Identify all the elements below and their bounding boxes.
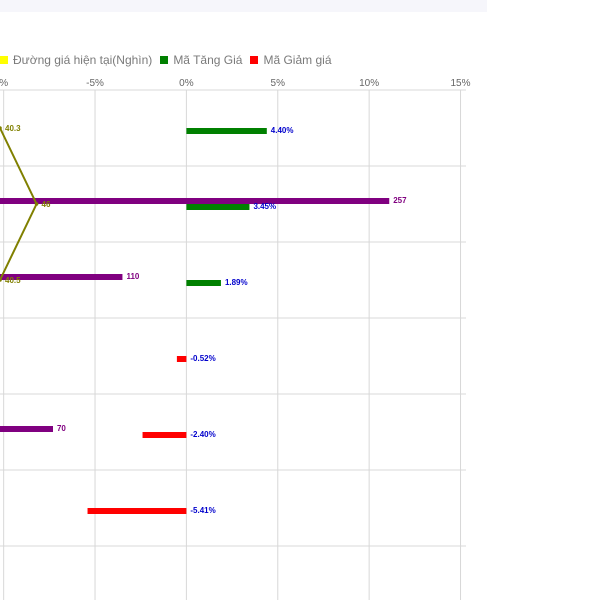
legend-swatch-price [0, 56, 8, 64]
legend-item-increase[interactable]: Mã Tăng Giá [160, 53, 242, 67]
decrease-label: -5.41% [190, 506, 215, 515]
volume-label: 110 [126, 272, 139, 281]
volume-bar [0, 274, 123, 280]
increase-label: 1.89% [225, 278, 248, 287]
x-tick-label: -5% [86, 78, 104, 89]
decrease-bar [176, 356, 187, 362]
legend-item-decrease[interactable]: Mã Giảm giá [250, 53, 332, 67]
volume-label: 257 [393, 196, 407, 205]
increase-bar [186, 128, 267, 134]
x-tick-label: 0% [179, 78, 194, 89]
decrease-label: -0.52% [190, 354, 215, 363]
volume-bar [0, 198, 390, 204]
price-label: 40.3 [5, 124, 21, 133]
price-point [34, 202, 39, 206]
chart-legend: Đường giá hiện tại(Nghìn) Mã Tăng Giá Mã… [0, 52, 340, 68]
top-bar [0, 0, 487, 12]
decrease-label: -2.40% [190, 430, 215, 439]
x-tick-label: 15% [451, 78, 471, 89]
price-point [0, 126, 2, 130]
x-tick-label: 10% [359, 78, 379, 89]
volume-label: 70 [57, 424, 66, 433]
legend-label-increase: Mã Tăng Giá [173, 53, 243, 67]
decrease-bar [142, 432, 187, 438]
legend-swatch-decrease [250, 56, 259, 64]
increase-label: 4.40% [271, 126, 294, 135]
decrease-bar [87, 508, 187, 514]
price-label: 40.5 [5, 276, 21, 285]
legend-item-price-line[interactable]: Đường giá hiện tại(Nghìn) [0, 53, 152, 67]
increase-label: 3.45% [253, 202, 276, 211]
legend-label-price: Đường giá hiện tại(Nghìn) [13, 53, 153, 67]
increase-bar [186, 280, 221, 286]
x-tick-label: 5% [271, 78, 286, 89]
price-label: 46 [42, 200, 51, 209]
price-point [0, 278, 2, 282]
legend-swatch-increase [160, 56, 169, 64]
x-tick-label: % [0, 78, 8, 89]
increase-bar [186, 204, 250, 210]
volume-bar [0, 426, 53, 432]
legend-label-decrease: Mã Giảm giá [263, 53, 332, 67]
